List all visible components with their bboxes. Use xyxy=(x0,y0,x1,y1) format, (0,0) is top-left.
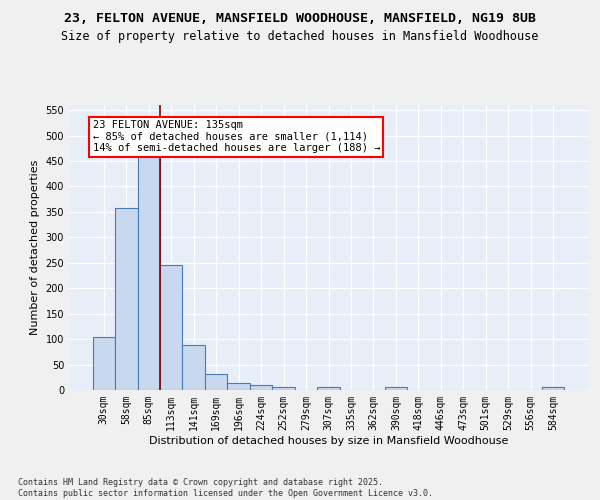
Bar xyxy=(160,265,182,390)
Y-axis label: Number of detached properties: Number of detached properties xyxy=(30,160,40,335)
Bar xyxy=(250,386,272,390)
Bar xyxy=(317,388,340,390)
Bar xyxy=(542,388,565,390)
Bar xyxy=(385,388,407,390)
Text: 23 FELTON AVENUE: 135sqm
← 85% of detached houses are smaller (1,114)
14% of sem: 23 FELTON AVENUE: 135sqm ← 85% of detach… xyxy=(92,120,380,154)
Bar xyxy=(227,384,250,390)
Text: Contains HM Land Registry data © Crown copyright and database right 2025.
Contai: Contains HM Land Registry data © Crown c… xyxy=(18,478,433,498)
Bar xyxy=(182,344,205,390)
Bar xyxy=(205,374,227,390)
Bar xyxy=(115,208,137,390)
X-axis label: Distribution of detached houses by size in Mansfield Woodhouse: Distribution of detached houses by size … xyxy=(149,436,508,446)
Bar xyxy=(137,158,160,390)
Bar xyxy=(92,336,115,390)
Bar xyxy=(272,388,295,390)
Text: Size of property relative to detached houses in Mansfield Woodhouse: Size of property relative to detached ho… xyxy=(61,30,539,43)
Text: 23, FELTON AVENUE, MANSFIELD WOODHOUSE, MANSFIELD, NG19 8UB: 23, FELTON AVENUE, MANSFIELD WOODHOUSE, … xyxy=(64,12,536,26)
